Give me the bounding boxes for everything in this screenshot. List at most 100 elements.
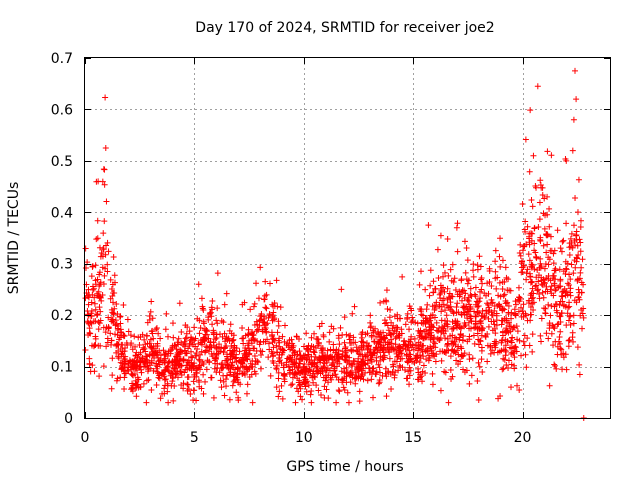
- data-point: [544, 193, 551, 200]
- data-point: [478, 344, 485, 351]
- data-point: [214, 365, 221, 372]
- data-point: [95, 326, 102, 333]
- data-point: [454, 347, 461, 354]
- data-point: [109, 372, 116, 379]
- data-point: [161, 359, 168, 366]
- data-point: [180, 380, 187, 387]
- data-point: [469, 355, 476, 362]
- data-point: [566, 271, 573, 278]
- data-point: [308, 359, 315, 366]
- data-point: [355, 368, 362, 375]
- data-point: [140, 344, 147, 351]
- data-point: [192, 365, 199, 372]
- data-point: [286, 337, 293, 344]
- data-point: [485, 315, 492, 322]
- data-point: [296, 336, 302, 343]
- data-point: [346, 354, 353, 361]
- data-point: [157, 352, 164, 359]
- data-point: [548, 283, 555, 290]
- data-point: [367, 348, 374, 355]
- plot-frame: [84, 57, 611, 419]
- data-point: [429, 370, 436, 377]
- data-point: [537, 182, 544, 189]
- data-point: [500, 365, 507, 372]
- data-point: [280, 364, 287, 371]
- data-point: [139, 331, 146, 338]
- data-point: [381, 352, 388, 359]
- data-point: [541, 305, 548, 312]
- data-point: [536, 295, 543, 302]
- data-point: [308, 387, 315, 394]
- data-point: [86, 360, 93, 367]
- data-point: [261, 296, 268, 303]
- data-point: [303, 345, 310, 352]
- data-point: [444, 296, 451, 303]
- data-point: [580, 314, 587, 321]
- data-point: [451, 275, 458, 282]
- data-point: [180, 356, 187, 363]
- data-point: [223, 383, 230, 390]
- data-point: [88, 299, 95, 306]
- data-point: [379, 347, 386, 354]
- data-point: [221, 330, 228, 337]
- data-point: [489, 312, 496, 319]
- data-point: [459, 287, 466, 294]
- data-point: [520, 301, 527, 308]
- data-point: [350, 357, 357, 364]
- data-point: [556, 340, 563, 347]
- data-point: [239, 335, 246, 342]
- data-point: [577, 217, 584, 224]
- data-point: [207, 338, 214, 345]
- data-point: [444, 321, 451, 328]
- data-point: [164, 333, 171, 340]
- data-point: [489, 327, 496, 334]
- data-point: [338, 286, 345, 293]
- data-point: [356, 398, 363, 405]
- data-point: [524, 266, 531, 273]
- data-point: [223, 290, 230, 297]
- data-point: [162, 355, 169, 362]
- data-point: [416, 359, 423, 366]
- data-point: [526, 168, 533, 175]
- data-point: [577, 224, 584, 231]
- data-point: [288, 358, 295, 365]
- data-point: [292, 399, 299, 406]
- data-point: [84, 318, 91, 325]
- data-point: [188, 359, 195, 366]
- data-point: [273, 277, 280, 284]
- data-point: [241, 299, 248, 306]
- data-point: [196, 330, 203, 337]
- data-point: [396, 315, 403, 322]
- data-point: [491, 321, 498, 328]
- data-point: [377, 299, 384, 306]
- data-point: [551, 303, 558, 310]
- data-point: [372, 345, 379, 352]
- data-point: [233, 389, 240, 396]
- data-point: [159, 390, 166, 397]
- data-point: [542, 305, 549, 312]
- data-point: [419, 312, 426, 319]
- data-point: [181, 347, 188, 354]
- data-point: [222, 344, 229, 351]
- data-point: [511, 324, 518, 331]
- data-point: [436, 291, 443, 298]
- data-point: [430, 278, 437, 285]
- data-point: [94, 276, 101, 283]
- data-point: [406, 364, 413, 371]
- data-point: [515, 308, 522, 315]
- data-point: [397, 347, 404, 354]
- data-point: [516, 250, 523, 257]
- data-point: [276, 343, 283, 350]
- data-point: [341, 339, 348, 346]
- data-point: [566, 244, 573, 251]
- data-point: [479, 280, 486, 287]
- data-point: [376, 376, 383, 383]
- data-point: [575, 294, 582, 301]
- data-point: [326, 329, 333, 336]
- data-point: [464, 338, 471, 345]
- data-point: [320, 333, 327, 340]
- data-point: [82, 346, 89, 353]
- data-point: [165, 399, 172, 406]
- data-point: [406, 347, 413, 354]
- data-point: [522, 351, 529, 358]
